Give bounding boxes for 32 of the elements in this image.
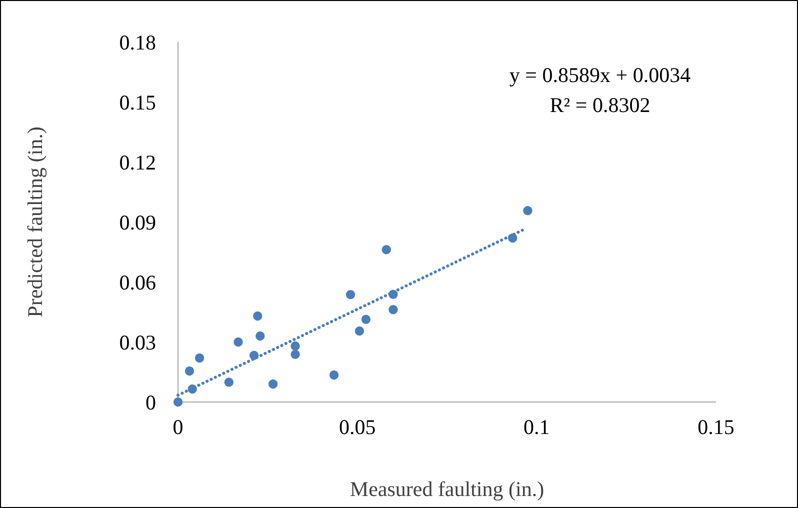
point (234, 337, 243, 347)
point (354, 326, 364, 336)
point (173, 397, 183, 407)
point (194, 353, 204, 363)
x-axis-title: Measured faulting (in.) (350, 477, 544, 501)
point (388, 305, 398, 314)
y-tick-label: 0.09 (119, 210, 156, 234)
point (523, 206, 532, 216)
point (346, 290, 356, 300)
point (361, 314, 371, 324)
point (224, 378, 234, 387)
point (290, 350, 300, 359)
point (290, 341, 300, 351)
point (253, 311, 262, 321)
point (184, 366, 194, 376)
x-tick-label: 0.05 (338, 415, 376, 439)
y-tick-label: 0.03 (119, 330, 156, 354)
y-tick-label: 0.06 (119, 270, 156, 294)
annotation: R² = 0.8302 (550, 93, 650, 117)
point (329, 370, 339, 380)
y-tick-label: 0.12 (119, 150, 156, 174)
annotation: y = 0.8589x + 0.0034 (509, 63, 692, 87)
x-tick-label: 0.1 (524, 415, 550, 439)
y-axis-title: Predicted faulting (in.) (23, 126, 47, 318)
point (268, 379, 278, 389)
x-tick-label: 0 (172, 415, 184, 439)
y-tick-label: 0.15 (119, 90, 156, 114)
point (382, 245, 391, 254)
y-tick-label: 0 (146, 390, 156, 414)
y-tick-label: 0.18 (119, 30, 156, 54)
x-tick-label: 0.15 (698, 415, 734, 439)
point (256, 331, 265, 341)
